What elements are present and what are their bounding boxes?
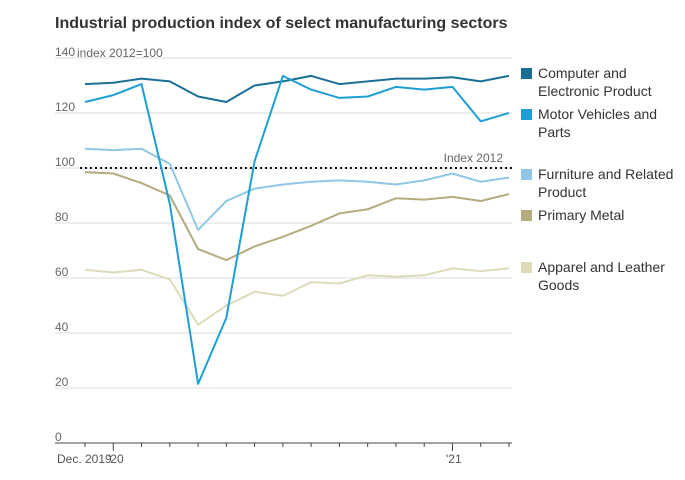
- y-tick-label-40: 40: [55, 320, 69, 334]
- series-line-furniture-and-related-product: [84, 147, 510, 231]
- chart-title: Industrial production index of select ma…: [55, 15, 508, 32]
- legend-swatch-furniture: [521, 169, 532, 180]
- y-unit-label: index 2012=100: [77, 46, 163, 60]
- grid-lines: [55, 57, 512, 389]
- y-tick-label-20: 20: [55, 375, 69, 389]
- y-tick-label-100: 100: [55, 155, 75, 169]
- legend-swatch-motor-vehicles: [521, 109, 532, 120]
- reference-line-group: Index 2012: [80, 151, 512, 169]
- reference-line-label: Index 2012: [444, 151, 504, 165]
- y-tick-label-120: 120: [55, 100, 75, 114]
- y-tick-label-140: 140: [55, 45, 75, 59]
- legend-label-primary-metal: Primary Metal: [538, 207, 625, 223]
- legend-swatch-computer: [521, 68, 532, 79]
- x-tick-label-dec-2019: Dec. 2019: [57, 452, 112, 466]
- x-axis: Dec. 2019 '20 '21: [55, 442, 512, 466]
- legend-label-apparel: Apparel and Leather Goods: [538, 259, 665, 293]
- legend-swatch-primary-metal: [521, 210, 532, 221]
- x-tick-label-21: '21: [446, 452, 462, 466]
- y-tick-label-60: 60: [55, 265, 69, 279]
- series-line-primary-metal: [84, 171, 510, 262]
- legend-label-computer: Computer and Electronic Product: [538, 65, 652, 99]
- series-lines: [84, 74, 510, 385]
- y-tick-label-0: 0: [55, 430, 62, 444]
- series-line-motor-vehicles-and-parts: [84, 74, 510, 385]
- legend-label-motor-vehicles: Motor Vehicles and Parts: [538, 106, 658, 140]
- y-axis-labels: index 2012=100 0 20 40 60 80 100 120 140: [55, 45, 163, 444]
- series-line-apparel-and-leather-goods: [84, 267, 510, 326]
- x-tick-label-20: '20: [108, 452, 124, 466]
- legend-label-furniture: Furniture and Related Product: [538, 166, 674, 200]
- legend-swatch-apparel: [521, 262, 532, 273]
- series-line-computer-and-electronic-product: [84, 74, 510, 103]
- y-tick-label-80: 80: [55, 210, 69, 224]
